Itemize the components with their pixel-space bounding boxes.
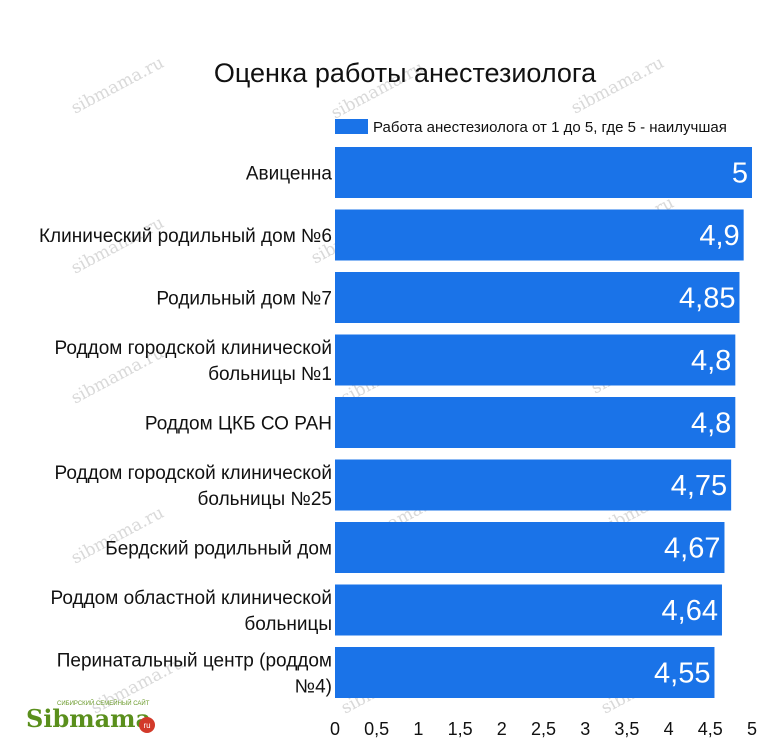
logo-dot [139,717,155,733]
category-label: Авиценна [246,164,333,185]
value-label: 5 [732,158,748,190]
category-label: Бердский родильный дом [105,539,332,560]
legend: Работа анестезиолога от 1 до 5, где 5 - … [335,119,727,136]
category-label: Клинический родильный дом №6 [39,226,332,247]
logo-suffix: ru [143,721,150,730]
category-label: больницы №1 [208,364,332,385]
category-label: Родильный дом №7 [156,289,332,310]
value-label: 4,85 [679,283,735,315]
category-label: Роддом областной клинической [51,588,332,609]
logo-text: Sibmama [26,704,151,733]
category-label: Роддом городской клинической [55,463,332,484]
category-labels: Авиценна Клинический родильный дом №6 Роди… [39,164,332,698]
category-label: больницы [244,614,332,635]
value-label: 4,9 [699,220,739,252]
bar [335,522,725,573]
value-label: 4,67 [664,533,720,565]
x-tick-label: 3 [580,719,590,739]
value-label: 4,55 [654,658,710,690]
x-tick-label: 5 [747,719,757,739]
bar [335,584,722,636]
category-label: Перинатальный центр (роддом [57,651,332,672]
category-label: №4) [295,677,332,698]
legend-swatch [335,119,368,134]
x-tick-label: 0,5 [364,719,389,739]
bar [335,272,740,323]
sibmama-logo: СИБИРСКИЙ СЕМЕЙНЫЙ САЙТ Sibmama ru [26,699,155,733]
category-label: больницы №25 [198,489,332,510]
value-label: 4,8 [691,408,731,440]
chart-title: Оценка работы анестезиолога [214,58,597,88]
bar [335,209,744,261]
bar [335,647,715,698]
category-label: Роддом городской клинической [55,338,332,359]
bars-group [335,147,752,698]
value-label: 4,8 [691,345,731,377]
legend-label: Работа анестезиолога от 1 до 5, где 5 - … [373,119,727,136]
x-tick-label: 0 [330,719,340,739]
watermark-text: sibmama.ru [68,53,168,119]
value-label: 4,75 [671,470,727,502]
x-tick-label: 2 [497,719,507,739]
x-tick-label: 1,5 [448,719,473,739]
bar [335,147,752,198]
value-label: 4,64 [662,595,718,627]
logo-tagline: СИБИРСКИЙ СЕМЕЙНЫЙ САЙТ [57,699,150,707]
x-tick-label: 4 [664,719,674,739]
x-axis-ticks: 0 0,5 1 1,5 2 2,5 3 3,5 4 4,5 5 [330,719,757,739]
bar [335,459,732,511]
category-label: Роддом ЦКБ СО РАН [145,414,332,435]
bar [335,397,736,448]
x-tick-label: 3,5 [614,719,639,739]
bar [335,334,736,386]
x-tick-label: 2,5 [531,719,556,739]
x-tick-label: 4,5 [698,719,723,739]
x-tick-label: 1 [413,719,423,739]
value-labels: 5 4,9 4,85 4,8 4,8 4,75 4,67 4,64 4,55 [654,158,748,690]
